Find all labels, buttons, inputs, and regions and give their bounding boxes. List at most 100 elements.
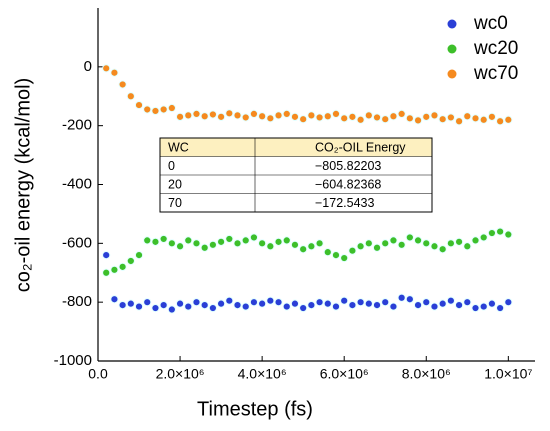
data-point <box>175 299 185 308</box>
legend-label: wc0 <box>473 13 508 34</box>
data-point <box>315 113 324 122</box>
y-tick-label: -600 <box>62 234 92 251</box>
data-point <box>479 302 488 311</box>
data-point <box>151 237 160 246</box>
data-point <box>184 111 193 120</box>
data-point <box>110 295 119 304</box>
data-point <box>307 111 316 120</box>
data-point <box>118 80 127 89</box>
data-point <box>151 303 160 313</box>
data-point <box>241 113 250 122</box>
data-point <box>241 236 250 245</box>
data-point <box>151 106 160 116</box>
y-tick-label: -400 <box>62 175 92 192</box>
data-point <box>430 302 439 311</box>
data-point <box>397 109 406 119</box>
data-point <box>118 301 127 310</box>
data-point <box>200 301 209 310</box>
data-point <box>143 236 152 245</box>
data-point <box>282 302 291 311</box>
data-point <box>356 298 365 307</box>
data-point <box>282 109 291 119</box>
y-tick-label: -800 <box>62 293 92 310</box>
data-point <box>249 298 259 307</box>
data-point <box>167 305 176 314</box>
data-point <box>487 228 497 238</box>
data-point <box>487 112 497 121</box>
data-point <box>323 299 332 308</box>
data-point <box>471 303 480 313</box>
data-point <box>266 242 275 251</box>
data-point <box>216 112 226 121</box>
data-point <box>372 113 382 122</box>
data-point <box>504 298 513 307</box>
data-point <box>159 234 168 244</box>
data-point <box>110 265 119 274</box>
legend-label: wc70 <box>473 63 518 84</box>
data-point <box>249 233 259 242</box>
data-point <box>463 112 472 121</box>
data-point <box>372 301 382 310</box>
data-point <box>241 302 250 311</box>
table-header: WC <box>168 141 189 155</box>
data-point <box>413 116 423 125</box>
data-point <box>405 295 414 304</box>
data-point <box>266 114 275 123</box>
data-point <box>381 115 390 124</box>
y-tick-label: 0 <box>84 58 92 75</box>
legend-marker <box>447 19 457 29</box>
data-point <box>208 110 217 119</box>
data-point <box>438 115 447 124</box>
data-point <box>315 239 324 248</box>
data-point <box>430 111 439 120</box>
data-point <box>389 302 398 311</box>
data-point <box>340 296 349 305</box>
data-point <box>200 243 209 252</box>
x-tick-label: 8.0×10⁶ <box>402 366 451 382</box>
data-point <box>307 242 316 251</box>
data-point <box>413 236 423 245</box>
data-point <box>463 242 472 251</box>
data-point <box>258 112 267 121</box>
data-point <box>184 302 193 311</box>
data-point <box>438 245 447 254</box>
data-point <box>340 114 349 123</box>
data-point <box>233 301 242 310</box>
data-point <box>413 301 423 310</box>
data-point <box>167 239 176 248</box>
data-point <box>134 302 144 311</box>
data-point <box>389 112 398 121</box>
data-point <box>102 268 111 277</box>
data-point <box>405 233 414 242</box>
x-tick-label: 6.0×10⁶ <box>320 366 369 382</box>
data-point <box>504 230 513 239</box>
data-point <box>397 240 406 249</box>
inset-table: WC CO₂-OIL Energy 0 −805.82203 20 −604.82368 7… <box>159 137 433 213</box>
x-axis-label: Timestep (fs) <box>197 398 313 420</box>
data-point <box>331 302 341 311</box>
table-cell: −805.82203 <box>315 159 381 173</box>
data-point <box>266 296 275 305</box>
data-point <box>446 296 455 305</box>
data-point <box>438 299 447 308</box>
data-point <box>126 299 135 308</box>
data-point <box>496 227 505 236</box>
data-point <box>233 239 242 248</box>
data-point <box>290 299 300 308</box>
data-point <box>184 236 193 245</box>
data-point <box>422 298 431 307</box>
data-point <box>471 114 480 123</box>
x-tick-label: 1.0×10⁷ <box>484 366 532 382</box>
data-point <box>208 240 217 249</box>
data-point <box>430 242 439 251</box>
data-point <box>356 242 365 251</box>
data-point <box>454 237 464 246</box>
data-point <box>422 112 431 121</box>
data-point <box>471 236 480 245</box>
data-point <box>274 237 283 246</box>
data-point <box>225 234 234 244</box>
data-point <box>364 111 373 120</box>
data-point <box>274 298 283 307</box>
data-point <box>143 298 152 307</box>
